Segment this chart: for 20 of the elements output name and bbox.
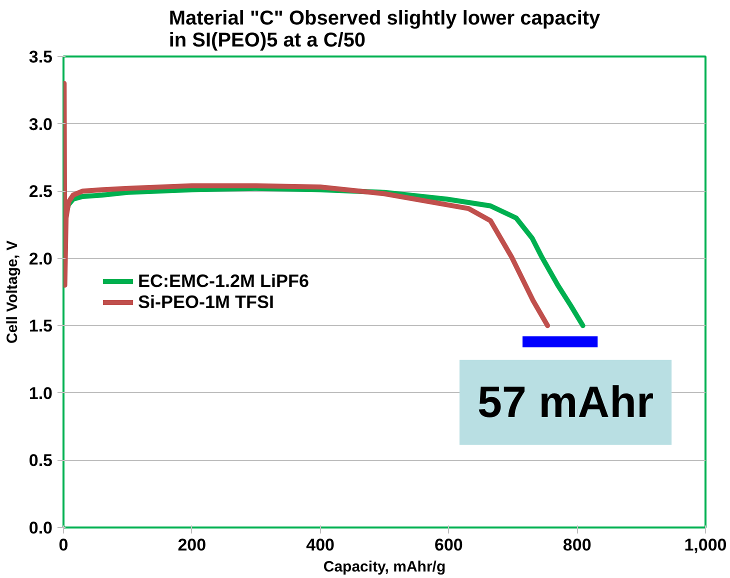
x-tick-label: 800 bbox=[562, 536, 592, 554]
x-tick-label: 400 bbox=[306, 536, 334, 554]
y-axis-title: Cell Voltage, V bbox=[4, 240, 21, 344]
x-tick-label: 1,000 bbox=[684, 536, 727, 554]
y-tick-label: 0.5 bbox=[28, 451, 53, 470]
y-tick-label: 1.0 bbox=[28, 384, 53, 403]
x-tick-label: 200 bbox=[178, 536, 206, 554]
x-tick-label: 600 bbox=[434, 536, 463, 554]
y-tick-label: 1.5 bbox=[28, 316, 53, 336]
x-tick-label: 0 bbox=[58, 536, 68, 554]
legend-label: Si-PEO-1M TFSI bbox=[138, 292, 274, 312]
y-tick-label: 0.0 bbox=[28, 518, 53, 538]
x-axis-title: Capacity, mAhr/g bbox=[323, 558, 446, 576]
y-tick-label: 3.5 bbox=[28, 48, 53, 66]
y-tick-label: 2.5 bbox=[28, 182, 53, 202]
legend-label: EC:EMC-1.2M LiPF6 bbox=[138, 270, 310, 292]
y-tick-label: 2.0 bbox=[28, 249, 53, 268]
chart-title: Material "C" Observed slightly lower capacity in SI(PEO)5 at a C/50 bbox=[168, 8, 602, 52]
annotation: 57 mAhr bbox=[478, 378, 654, 427]
y-tick-label: 3.0 bbox=[28, 114, 53, 134]
